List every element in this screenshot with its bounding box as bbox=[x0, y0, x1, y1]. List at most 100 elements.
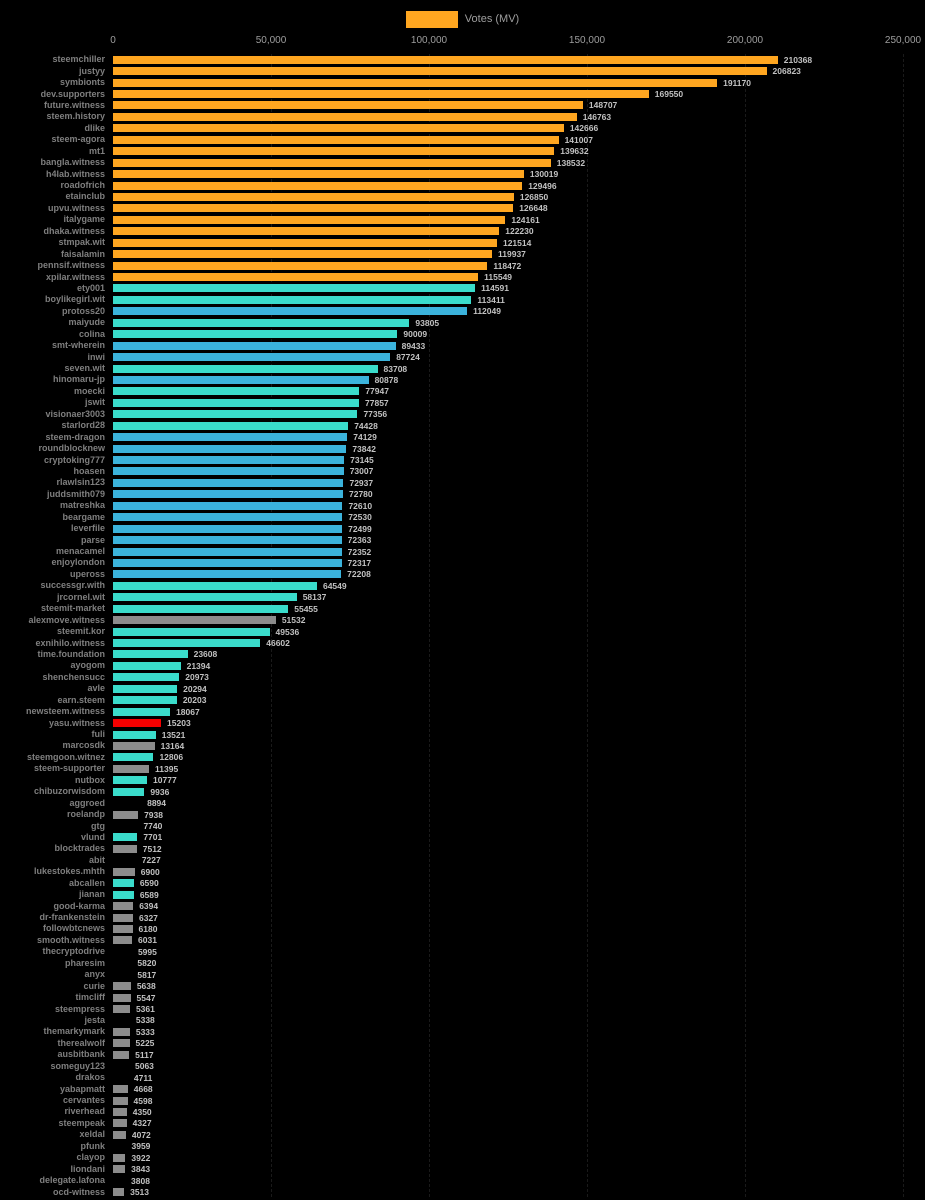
bar-track: 118472 bbox=[113, 261, 903, 270]
bar-value: 113411 bbox=[477, 294, 505, 305]
bar-value: 4598 bbox=[133, 1095, 153, 1106]
bar bbox=[113, 433, 348, 442]
bar-label: hinomaru-jp bbox=[53, 374, 105, 385]
bar-label: yabapmatt bbox=[59, 1083, 105, 1094]
bar-row: smt-wherein 89433 bbox=[0, 340, 903, 351]
bar-value: 87724 bbox=[396, 351, 420, 362]
bar-label: hoasen bbox=[73, 465, 105, 476]
bar bbox=[113, 753, 154, 762]
bar bbox=[113, 856, 136, 865]
bar-value: 6327 bbox=[138, 912, 158, 923]
bar-label: enjoylondon bbox=[51, 557, 106, 568]
bar-track: 3922 bbox=[113, 1153, 903, 1162]
bar-value: 72363 bbox=[347, 534, 372, 545]
bar-row: lukestokes.mhth 6900 bbox=[0, 866, 903, 877]
bar-row: justyy 206823 bbox=[0, 65, 903, 76]
bar-label: boylikegirl.wit bbox=[44, 294, 105, 305]
bar bbox=[113, 696, 177, 705]
bar-track: 73007 bbox=[113, 467, 903, 476]
bar-label: menacamel bbox=[55, 546, 105, 557]
bar-row: steemgoon.witnez 12806 bbox=[0, 752, 903, 763]
bar-row: gtg 7740 bbox=[0, 820, 903, 831]
bar-track: 121514 bbox=[113, 238, 903, 247]
bar bbox=[113, 330, 398, 339]
bar-row: nutbox 10777 bbox=[0, 775, 903, 786]
bar bbox=[113, 410, 358, 419]
bar-label: ausbitbank bbox=[57, 1049, 105, 1060]
bar bbox=[113, 490, 343, 499]
bar-value: 4350 bbox=[132, 1106, 152, 1117]
bar-track: 73842 bbox=[113, 444, 903, 453]
bar-track: 146763 bbox=[113, 113, 903, 121]
bar-row: curie 5638 bbox=[0, 980, 903, 991]
bar-row: steemit-market 55455 bbox=[0, 603, 903, 614]
bar-label: fuli bbox=[91, 729, 106, 740]
bar bbox=[113, 536, 342, 545]
bar-row: riverhead 4350 bbox=[0, 1106, 903, 1117]
bar-row: jianan 6589 bbox=[0, 889, 903, 900]
bar bbox=[113, 799, 142, 808]
bar bbox=[113, 467, 344, 476]
bar-value: 126850 bbox=[519, 191, 549, 202]
bar-row: pennsif.witness 118472 bbox=[0, 260, 903, 271]
bar bbox=[113, 730, 156, 739]
bar bbox=[113, 1005, 130, 1014]
bar-track: 148707 bbox=[113, 101, 903, 110]
bar-value: 3808 bbox=[131, 1175, 150, 1186]
bar-label: jswit bbox=[84, 397, 105, 408]
bar-label: colina bbox=[78, 328, 105, 339]
bar-row: juddsmith079 72780 bbox=[0, 489, 903, 500]
bar-value: 4327 bbox=[132, 1118, 152, 1129]
bar-track: 51532 bbox=[113, 614, 903, 625]
bar-label: parse bbox=[80, 534, 105, 545]
bar bbox=[113, 570, 342, 579]
bar-track: 3513 bbox=[113, 1188, 903, 1197]
bar-label: roelandp bbox=[66, 809, 105, 820]
bar-row: clayop 3922 bbox=[0, 1152, 903, 1163]
bar-label: roundblocknew bbox=[38, 443, 105, 454]
bar-label: themarkymark bbox=[43, 1026, 105, 1037]
bar-value: 129496 bbox=[528, 180, 557, 191]
bar-row: steem-dragon 74129 bbox=[0, 431, 903, 442]
bar-track: 72780 bbox=[113, 489, 903, 500]
bar-value: 169550 bbox=[654, 88, 684, 99]
bar-row: dev.supporters 169550 bbox=[0, 88, 903, 99]
bar bbox=[113, 604, 289, 613]
bar-track: 5361 bbox=[113, 1005, 903, 1014]
bar-value: 72780 bbox=[348, 489, 373, 500]
bar-label: dlike bbox=[84, 122, 105, 133]
bar-track: 112049 bbox=[113, 307, 903, 316]
bar-track: 80878 bbox=[113, 376, 903, 384]
bar bbox=[113, 639, 261, 648]
bar-label: abcallen bbox=[68, 877, 105, 888]
bar-row: vlund 7701 bbox=[0, 832, 903, 843]
bar-row: roelandp 7938 bbox=[0, 809, 903, 820]
bar-track: 12806 bbox=[113, 753, 903, 762]
bar-row: colina 90009 bbox=[0, 329, 903, 340]
bar-track: 7740 bbox=[113, 822, 903, 831]
bar bbox=[113, 833, 138, 842]
bar-label: earn.steem bbox=[57, 694, 105, 705]
bar-value: 80878 bbox=[374, 374, 399, 385]
bar-row: faisalamin 119937 bbox=[0, 248, 903, 259]
bar-value: 10777 bbox=[153, 775, 177, 786]
bar-row: avle 20294 bbox=[0, 683, 903, 694]
bar-track: 72317 bbox=[113, 559, 903, 567]
bar-label: drakos bbox=[75, 1072, 105, 1083]
bar-track: 3843 bbox=[113, 1165, 903, 1174]
bar bbox=[113, 810, 139, 819]
bar-value: 51532 bbox=[281, 614, 306, 625]
bar bbox=[113, 913, 133, 922]
bar-value: 64549 bbox=[322, 580, 347, 591]
bar-value: 210368 bbox=[783, 54, 813, 65]
bar-row: matreshka 72610 bbox=[0, 500, 903, 511]
bar-label: moecki bbox=[73, 385, 105, 396]
bar-row: jrcornel.wit 58137 bbox=[0, 592, 903, 603]
bar-track: 20294 bbox=[113, 685, 903, 693]
bar-row: steem-supporter 11395 bbox=[0, 763, 903, 774]
bar-value: 72208 bbox=[347, 569, 371, 580]
bar-row: earn.steem 20203 bbox=[0, 695, 903, 706]
legend[interactable]: Votes (MV) bbox=[0, 9, 925, 29]
bar-value: 18067 bbox=[176, 706, 200, 717]
bar bbox=[113, 764, 149, 773]
